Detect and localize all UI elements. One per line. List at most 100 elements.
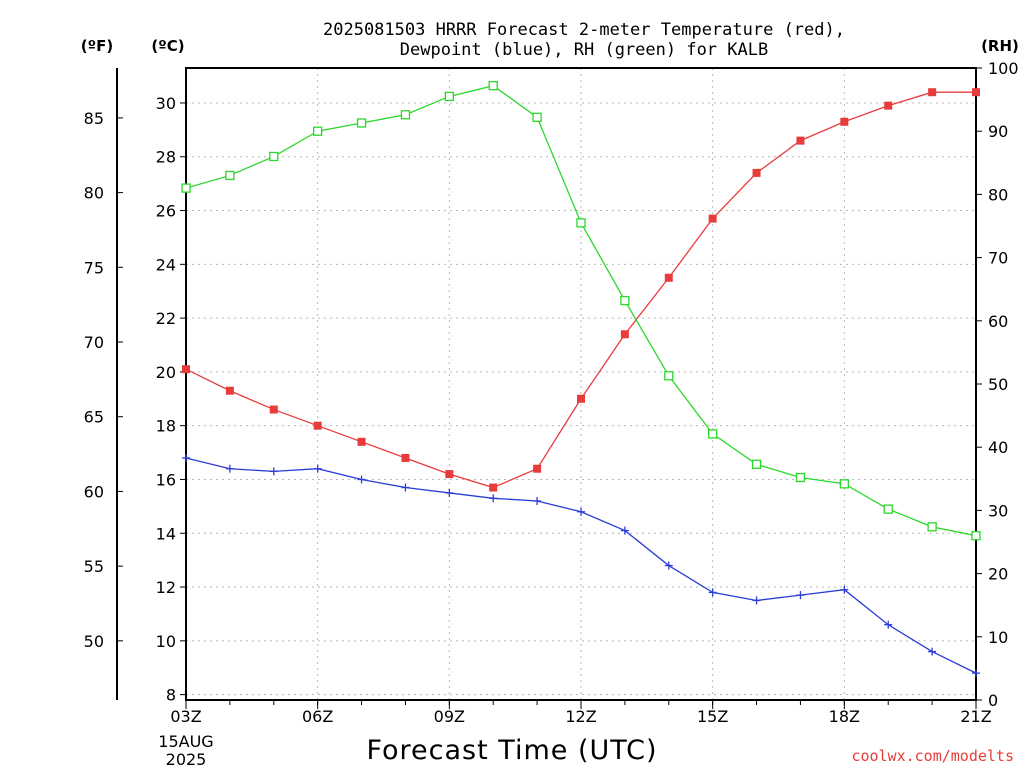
rh-tick-label: 50	[988, 375, 1008, 394]
axes: 03Z 06Z 09Z 12Z 15Z 18Z 21Z 8 10 12 14 16 18 20 22 24 26…	[84, 59, 1019, 726]
temperature-point	[752, 168, 761, 177]
temperature-point	[708, 214, 717, 223]
rh-point	[708, 429, 718, 439]
plot-frame	[185, 67, 977, 701]
temperature-point	[182, 365, 190, 374]
rh-point	[488, 81, 498, 91]
dewpoint-point	[533, 496, 542, 505]
temperature-point	[225, 386, 234, 395]
temperature-point	[401, 453, 410, 462]
rh-point	[664, 371, 674, 381]
x-tick-label: 12Z	[565, 707, 596, 726]
temperature-point	[620, 330, 629, 339]
x-tick-label: 03Z	[170, 707, 201, 726]
date-label-day: 15AUG	[158, 732, 213, 751]
rh-point	[883, 504, 893, 514]
rh-point	[181, 183, 191, 193]
celsius-tick-label: 24	[156, 255, 176, 274]
celsius-tick-label: 16	[156, 470, 176, 489]
dewpoint-point	[445, 488, 454, 497]
fahrenheit-tick-label: 65	[84, 408, 104, 427]
fahrenheit-tick-label: 70	[84, 333, 104, 352]
temperature-point	[664, 273, 673, 282]
series-layer	[181, 81, 981, 678]
dewpoint-point	[840, 585, 849, 594]
temperature-point	[796, 136, 805, 145]
rh-point	[400, 110, 411, 120]
fahrenheit-tick-label: 75	[84, 258, 104, 277]
fahrenheit-tick-label: 80	[84, 184, 104, 203]
celsius-tick-label: 10	[156, 632, 176, 651]
celsius-tick-label: 14	[156, 524, 176, 543]
temperature-point	[533, 464, 542, 473]
fahrenheit-tick-label: 85	[84, 109, 104, 128]
rh-tick-label: 30	[988, 501, 1008, 520]
dewpoint-point	[577, 507, 585, 516]
x-tick-label: 09Z	[434, 707, 465, 726]
temperature-point	[357, 437, 366, 446]
dewpoint-point	[225, 464, 234, 473]
dewpoint-point	[182, 453, 190, 462]
temperature-point	[884, 101, 893, 110]
celsius-unit-label: (ºC)	[151, 37, 184, 55]
temperature-point	[577, 394, 585, 403]
rh-unit-label: (RH)	[981, 37, 1019, 55]
rh-point	[269, 151, 279, 162]
rh-tick-label: 0	[988, 691, 998, 710]
x-tick-label: 15Z	[697, 707, 728, 726]
x-tick-label: 18Z	[829, 707, 860, 726]
rh-point	[313, 126, 323, 136]
temperature-point	[928, 88, 937, 97]
celsius-tick-label: 26	[156, 202, 176, 221]
dewpoint-point	[796, 591, 805, 600]
celsius-tick-label: 12	[156, 578, 176, 597]
rh-point	[927, 522, 937, 532]
dewpoint-point	[884, 620, 893, 629]
fahrenheit-unit-label: (ºF)	[81, 37, 113, 55]
dewpoint-point	[489, 494, 498, 503]
dewpoint-point	[401, 483, 410, 492]
chart-title-line1: 2025081503 HRRR Forecast 2-meter Tempera…	[323, 20, 845, 40]
dewpoint-point	[708, 588, 717, 597]
rh-point	[356, 118, 367, 128]
celsius-tick-label: 30	[156, 94, 176, 113]
celsius-tick-label: 28	[156, 148, 176, 167]
celsius-tick-label: 8	[166, 686, 176, 705]
temperature-point	[840, 117, 849, 126]
dewpoint-point	[313, 464, 322, 473]
rh-point	[839, 479, 849, 489]
dewpoint-point	[357, 475, 366, 484]
dewpoint-point	[752, 596, 761, 605]
celsius-tick-label: 22	[156, 309, 176, 328]
dewpoint-line	[185, 457, 977, 674]
x-axis-title: Forecast Time (UTC)	[366, 735, 657, 766]
rh-tick-label: 100	[988, 59, 1019, 78]
chart-title-line2: Dewpoint (blue), RH (green) for KALB	[400, 40, 768, 60]
credit-link[interactable]: coolwx.com/modelts	[851, 747, 1014, 765]
grid	[186, 68, 976, 700]
dewpoint-point	[269, 467, 278, 476]
dewpoint-point	[664, 561, 673, 570]
rh-tick-label: 10	[988, 628, 1008, 647]
rh-point	[532, 112, 542, 122]
dewpoint-point	[928, 647, 937, 656]
temperature-point	[269, 405, 278, 414]
fahrenheit-tick-label: 55	[84, 557, 104, 576]
fahrenheit-tick-label: 50	[84, 632, 104, 651]
rh-point	[751, 459, 762, 469]
rh-point	[444, 91, 454, 102]
celsius-tick-label: 20	[156, 363, 176, 382]
celsius-tick-label: 18	[156, 417, 176, 436]
rh-tick-label: 20	[988, 565, 1008, 584]
date-label-year: 2025	[166, 750, 207, 768]
rh-tick-label: 80	[988, 185, 1008, 204]
rh-tick-label: 40	[988, 438, 1008, 457]
rh-point	[795, 472, 806, 483]
temperature-point	[489, 483, 498, 492]
temperature-point	[445, 470, 454, 479]
dewpoint-point	[620, 526, 629, 535]
rh-tick-label: 70	[988, 249, 1008, 268]
x-tick-label: 21Z	[960, 707, 991, 726]
